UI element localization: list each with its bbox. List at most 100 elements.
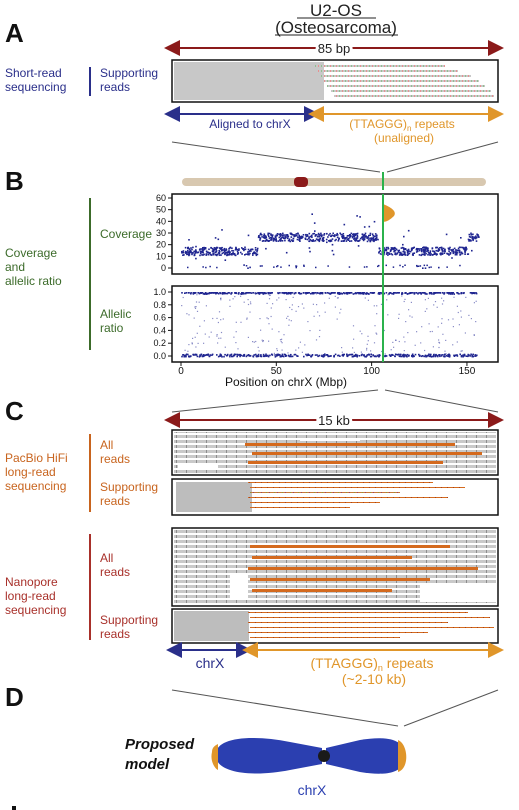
coverage-point xyxy=(364,236,366,239)
allelic-point xyxy=(284,353,287,356)
allelic-point xyxy=(395,292,397,294)
allelic-point xyxy=(195,301,198,303)
allelic-point xyxy=(398,340,400,343)
allelic-point xyxy=(324,354,326,357)
allelic-point xyxy=(462,354,464,356)
coverage-point xyxy=(182,251,184,254)
short-read-label-1: Short-read xyxy=(5,66,62,80)
allelic-point xyxy=(398,313,400,315)
allelic-point xyxy=(434,355,437,358)
allelic-point xyxy=(192,293,195,295)
allelic-point xyxy=(217,355,220,358)
coverage-point xyxy=(415,247,418,250)
coverage-point xyxy=(343,239,346,242)
allelic-point xyxy=(444,355,446,358)
allelic-point xyxy=(427,354,429,357)
coverage-point xyxy=(422,267,424,269)
allelic-point xyxy=(443,300,445,302)
allelic-point xyxy=(350,353,353,356)
coverage-point xyxy=(471,238,474,240)
coverage-point xyxy=(353,238,355,240)
allelic-point xyxy=(336,318,338,320)
coverage-point xyxy=(352,234,355,236)
coverage-point xyxy=(248,253,250,256)
coverage-point xyxy=(367,236,369,238)
allelic-point xyxy=(255,340,257,343)
coverage-point xyxy=(402,243,404,246)
allelic-point xyxy=(271,292,273,294)
allelic-point xyxy=(235,342,237,344)
allelic-point xyxy=(435,292,437,294)
coverage-point xyxy=(460,246,462,249)
coverage-point xyxy=(275,240,278,242)
allelic-point xyxy=(299,293,301,295)
coverage-point xyxy=(421,249,423,252)
coverage-point xyxy=(343,223,346,226)
coverage-point xyxy=(332,253,335,256)
allelic-point xyxy=(198,301,200,303)
allelic-point xyxy=(322,355,325,358)
allelic-point xyxy=(467,354,470,357)
allelic-point xyxy=(467,355,469,358)
nanopore-all-reads-2: reads xyxy=(100,565,130,579)
coverage-point xyxy=(221,252,224,255)
coverage-point xyxy=(429,250,432,252)
coverage-point xyxy=(397,250,400,252)
coverage-point xyxy=(283,234,285,236)
allelic-point xyxy=(216,292,218,294)
coverage-point xyxy=(202,247,204,249)
coverage-point xyxy=(376,234,378,237)
allelic-point xyxy=(187,353,189,356)
allelic-point xyxy=(339,355,341,357)
coverage-point xyxy=(213,248,216,251)
coverage-point xyxy=(419,249,421,252)
coverage-point xyxy=(302,236,304,238)
allelic-point xyxy=(371,292,373,294)
allelic-point xyxy=(281,338,283,340)
allelic-point xyxy=(324,353,326,355)
coverage-point xyxy=(407,248,410,251)
allelic-point xyxy=(274,354,276,356)
allelic-point xyxy=(362,292,364,294)
allelic-point xyxy=(247,292,250,294)
coverage-point xyxy=(296,238,299,241)
coverage-point xyxy=(329,239,331,242)
coverage-point xyxy=(426,247,429,249)
allelic-point xyxy=(443,355,445,358)
allelic-point xyxy=(473,334,475,336)
coverage-point xyxy=(295,266,297,269)
zoom-line-c-right xyxy=(403,689,499,727)
allelic-point xyxy=(288,319,290,321)
allelic-point xyxy=(265,355,268,357)
allelic-point xyxy=(351,355,354,358)
coverage-point xyxy=(443,250,445,252)
allelic-point xyxy=(190,292,192,295)
coverage-point xyxy=(212,250,215,253)
coverage-point xyxy=(245,265,248,267)
coverage-point xyxy=(258,235,260,238)
coverage-point xyxy=(467,238,470,241)
allelic-point xyxy=(452,326,454,328)
coverage-point xyxy=(336,236,339,239)
allelic-point xyxy=(330,355,332,357)
coverage-point xyxy=(363,238,365,240)
coverage-point xyxy=(261,240,264,242)
coverage-point xyxy=(228,253,230,256)
allelic-point xyxy=(215,292,217,295)
allelic-point xyxy=(366,347,368,349)
coverage-point xyxy=(446,252,448,255)
coverage-point xyxy=(310,235,313,237)
allelic-point xyxy=(374,325,376,327)
coverage-point xyxy=(207,251,209,253)
coverage-point xyxy=(251,248,253,250)
coverage-point xyxy=(455,249,457,251)
allelic-point xyxy=(219,292,222,295)
coverage-point xyxy=(440,253,442,256)
coverage-point xyxy=(211,250,214,252)
coverage-point xyxy=(475,235,477,237)
allelic-point xyxy=(389,292,392,294)
coverage-point xyxy=(288,238,291,240)
coverage-point xyxy=(374,235,377,237)
allelic-point xyxy=(260,354,262,356)
coverage-point xyxy=(372,239,375,242)
